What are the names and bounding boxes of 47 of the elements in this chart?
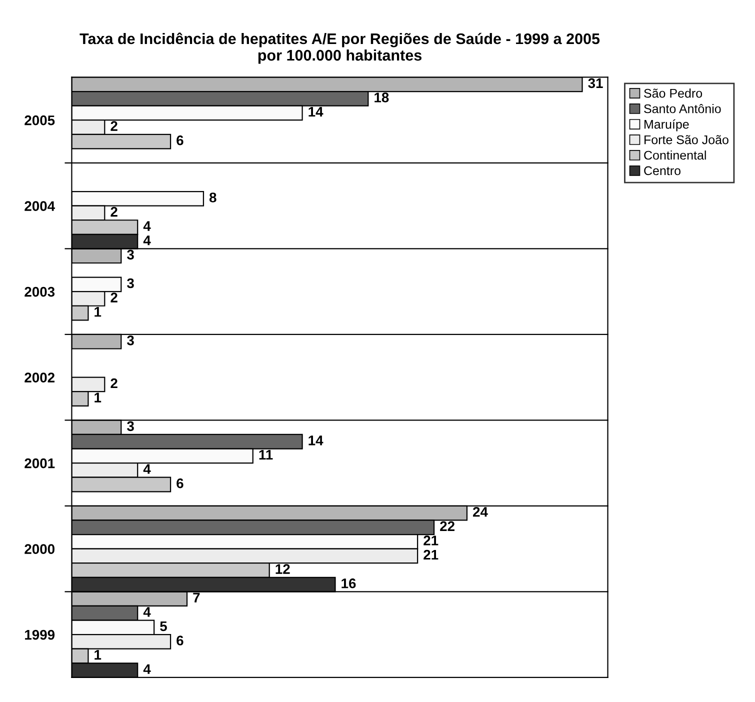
data-label: 2 <box>110 292 118 302</box>
y-tick-label: 2000 <box>24 544 54 554</box>
data-label: 21 <box>424 550 438 560</box>
data-label: 21 <box>424 536 438 546</box>
data-label: 8 <box>209 192 216 202</box>
data-label: 14 <box>308 436 324 446</box>
data-label: 3 <box>127 250 134 260</box>
data-label: 4 <box>143 664 151 674</box>
data-label: 4 <box>143 221 151 231</box>
data-label: 14 <box>308 106 324 117</box>
y-tick-label: 2005 <box>24 115 55 126</box>
data-label: 4 <box>143 607 151 617</box>
legend-label: Santo Antônio <box>644 104 721 114</box>
legend-label: Forte São João <box>644 135 728 144</box>
legend-label: São Pedro <box>644 88 702 98</box>
data-label: 31 <box>588 78 603 88</box>
data-label: 2 <box>110 378 118 388</box>
data-label: 2 <box>110 206 118 217</box>
data-label: 3 <box>127 278 134 288</box>
data-label: 1 <box>94 392 102 402</box>
data-label: 7 <box>193 592 200 602</box>
y-tick-label: 2001 <box>24 458 55 468</box>
data-label: 6 <box>176 135 184 146</box>
data-label: 3 <box>127 421 134 432</box>
data-label: 1 <box>94 650 102 660</box>
data-label: 2 <box>110 121 118 131</box>
legend-label: Centro <box>644 166 680 176</box>
data-label: 6 <box>176 636 184 646</box>
legend-label: Maruípe <box>644 119 689 132</box>
data-label: 4 <box>143 464 151 474</box>
y-tick-label: 2003 <box>24 286 55 297</box>
chart-title: Taxa de Incidência de hepatites A/E por Regiões de Saúde - 1999 a 2005 por 100.000 habitantes <box>80 32 600 64</box>
y-tick-label: 2002 <box>24 372 55 382</box>
data-label: 1 <box>94 307 102 317</box>
y-tick-label: 1999 <box>25 630 55 640</box>
y-tick-label: 2004 <box>24 201 55 212</box>
legend-label: Continental <box>644 150 706 160</box>
data-label: 6 <box>176 478 184 488</box>
data-label: 22 <box>440 521 454 531</box>
data-label: 18 <box>374 92 389 102</box>
data-label: 4 <box>143 236 151 246</box>
data-label: 12 <box>276 564 290 574</box>
data-label: 11 <box>259 450 273 460</box>
data-label: 3 <box>127 335 134 346</box>
data-label: 5 <box>160 621 167 632</box>
data-label: 16 <box>342 578 356 588</box>
data-label: 24 <box>473 506 488 517</box>
